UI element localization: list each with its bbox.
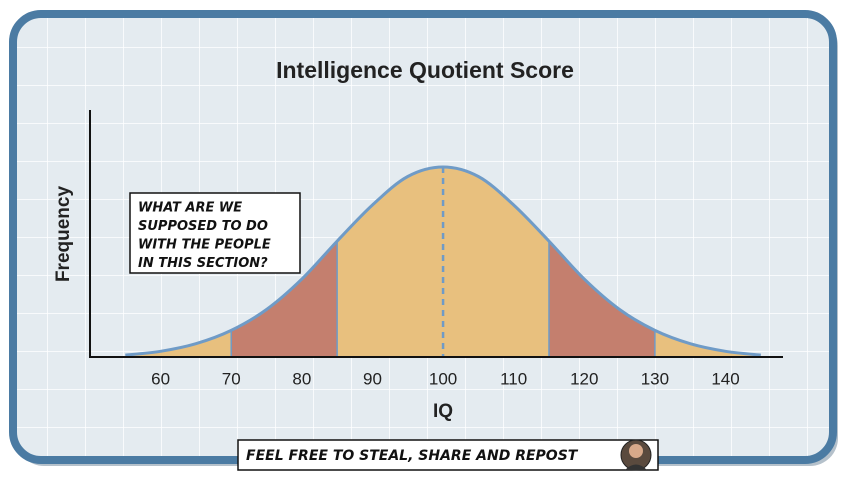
annotation-line: SUPPOSED TO DO — [138, 219, 268, 234]
annotation-line: WHAT ARE WE — [138, 201, 242, 216]
annotation-line: IN THIS SECTION? — [138, 256, 268, 271]
annotation: WHAT ARE WE SUPPOSED TO DO WITH THE PEOPLE… — [129, 192, 301, 274]
x-axis-label: IQ — [433, 401, 453, 422]
x-tick-label: 60 — [151, 369, 170, 388]
avatar-face — [629, 444, 643, 458]
footer-text: FEEL FREE TO STEAL, SHARE AND REPOST — [246, 448, 579, 464]
x-tick-label: 120 — [570, 369, 598, 388]
avatar-body — [625, 464, 647, 470]
x-tick-label: 80 — [292, 369, 311, 388]
footer-box — [237, 439, 659, 471]
footer: FEEL FREE TO STEAL, SHARE AND REPOST — [237, 439, 659, 471]
x-tick-label: 70 — [222, 369, 241, 388]
x-tick-label: 100 — [429, 369, 457, 388]
x-tick-label: 130 — [641, 369, 669, 388]
chart-title: Intelligence Quotient Score — [276, 57, 574, 83]
y-axis-label: Frequency — [53, 186, 74, 283]
x-tick-label: 90 — [363, 369, 382, 388]
x-tick-label: 140 — [711, 369, 739, 388]
curve — [125, 165, 761, 357]
x-tick-label: 110 — [500, 369, 527, 388]
annotation-line: WITH THE PEOPLE — [138, 238, 271, 253]
annotation-box — [129, 192, 301, 274]
